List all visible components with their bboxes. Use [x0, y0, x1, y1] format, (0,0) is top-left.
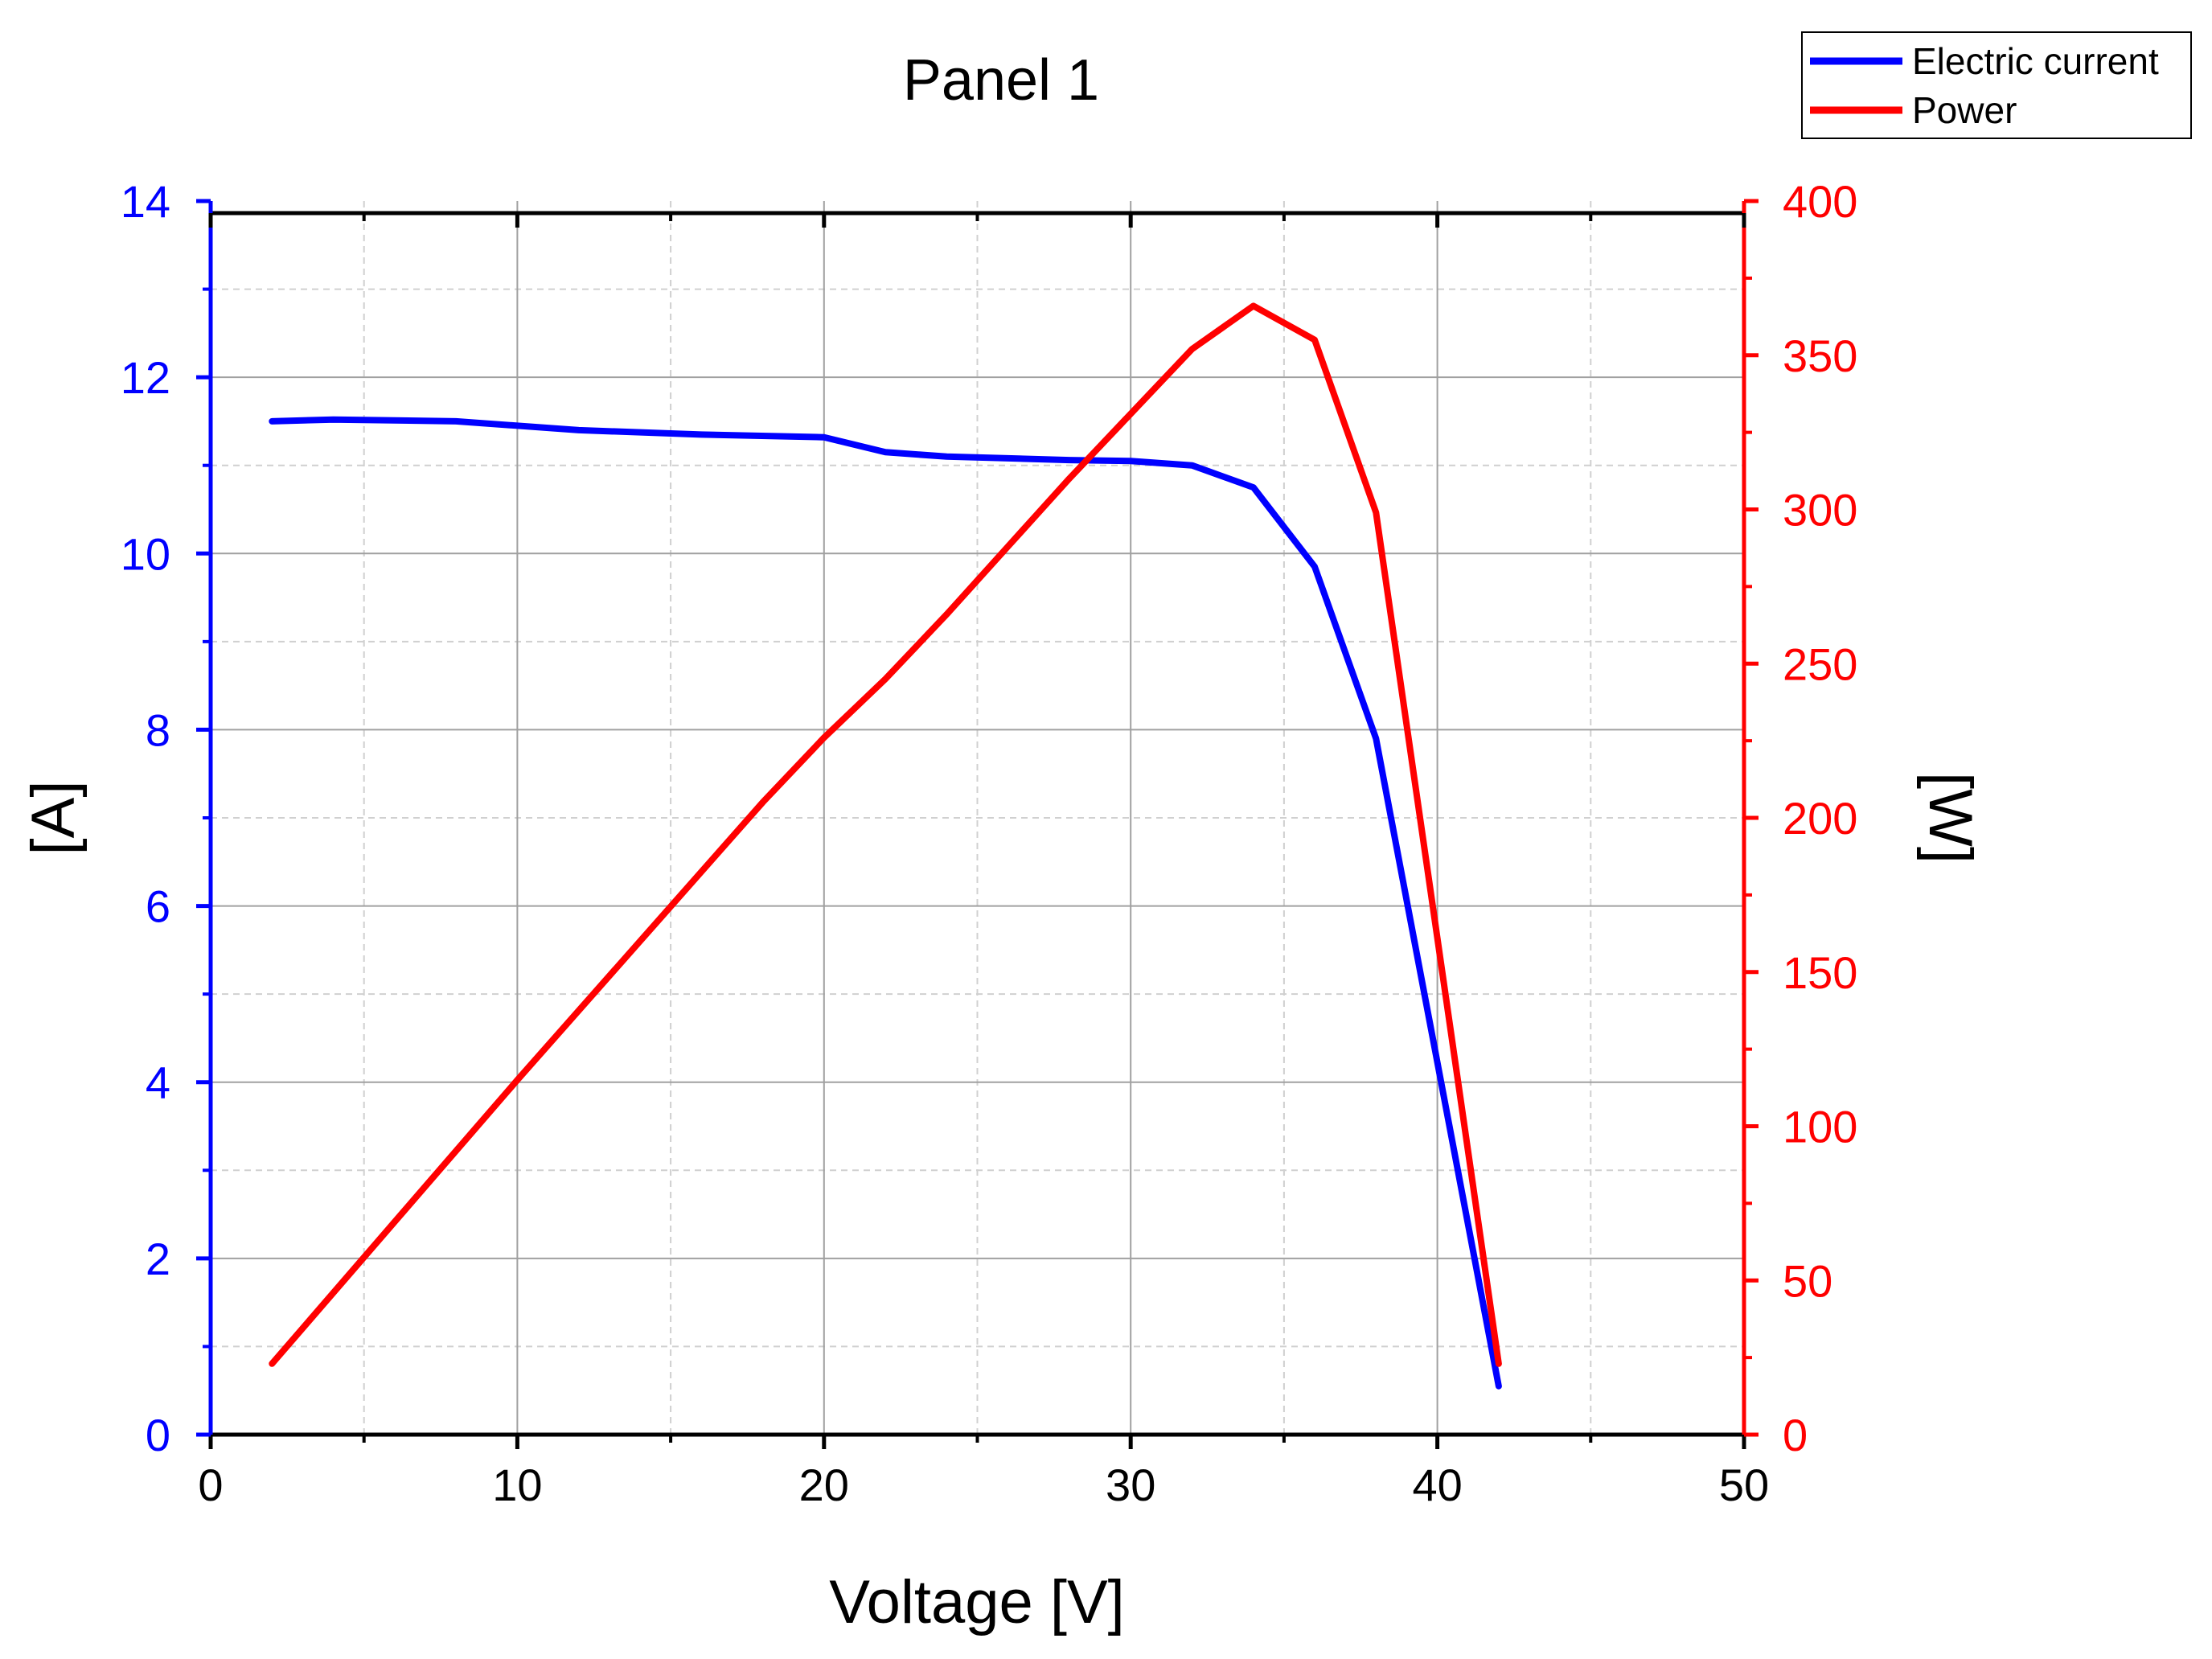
y-right-tick-label: 300	[1783, 485, 1857, 536]
y-left-tick-label: 10	[121, 528, 170, 579]
legend: Electric current Power	[1801, 31, 2192, 139]
y-left-tick-label: 12	[121, 352, 170, 403]
legend-label-power: Power	[1912, 89, 2017, 131]
y-right-tick-label: 150	[1783, 947, 1857, 998]
axis-ticks: 0 10 20 30 40 50 0 2 4 6 8 10 12 14 0 50 100 150 200 250 300…	[121, 176, 1858, 1510]
y-right-tick-label: 250	[1783, 639, 1857, 689]
series-lines	[269, 302, 1502, 1390]
legend-label-electric-current: Electric current	[1912, 40, 2159, 82]
x-tick-label: 50	[1719, 1460, 1769, 1510]
y-left-tick-label: 6	[146, 881, 170, 932]
x-tick-label: 0	[198, 1460, 223, 1510]
grid	[211, 201, 1744, 1435]
series-line-power	[269, 302, 1502, 1367]
x-axis-title: Voltage [V]	[829, 1568, 1125, 1636]
y-left-tick-label: 8	[146, 704, 170, 755]
y-right-tick-label: 50	[1783, 1255, 1832, 1306]
y-left-tick-label: 0	[146, 1410, 170, 1460]
x-tick-label: 40	[1412, 1460, 1462, 1510]
x-tick-label: 30	[1106, 1460, 1155, 1510]
y-right-tick-label: 200	[1783, 793, 1857, 844]
x-tick-label: 20	[799, 1460, 849, 1510]
y-axis-right-title: [W]	[1916, 772, 1984, 864]
chart-title: Panel 1	[903, 48, 1099, 113]
y-left-tick-label: 2	[146, 1234, 170, 1284]
y-right-tick-label: 400	[1783, 176, 1857, 227]
y-left-tick-label: 14	[121, 176, 170, 227]
x-tick-label: 10	[492, 1460, 542, 1510]
y-right-tick-label: 350	[1783, 331, 1857, 381]
legend-box	[1801, 31, 2192, 139]
series-line-electric-current	[269, 416, 1502, 1390]
y-right-tick-label: 0	[1783, 1410, 1808, 1460]
y-axis-left-title: [A]	[19, 781, 88, 856]
y-left-tick-label: 4	[146, 1057, 170, 1108]
y-right-tick-label: 100	[1783, 1102, 1857, 1152]
